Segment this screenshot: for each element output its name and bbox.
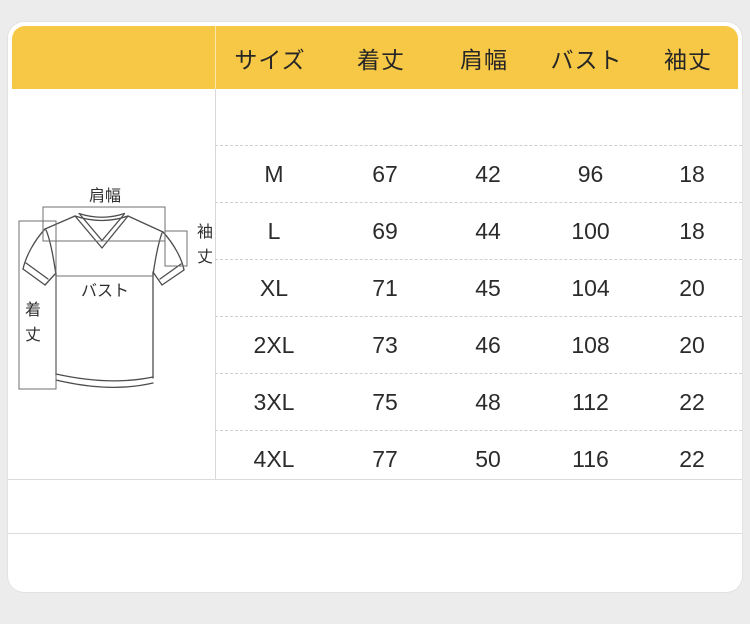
table-row: XL 71 45 104 20 <box>215 259 742 316</box>
cell-size: 3XL <box>253 388 295 415</box>
cell-body-length: 77 <box>372 445 398 472</box>
size-table-body: M 67 42 96 18 L 69 44 100 18 XL 71 45 10… <box>215 89 742 487</box>
sleeve-length-label: 袖丈 <box>194 223 211 273</box>
cell-size: 4XL <box>253 445 295 472</box>
cell-size: XL <box>259 274 289 301</box>
cell-sleeve-length: 22 <box>679 445 705 472</box>
cell-bust: 108 <box>571 331 610 358</box>
cell-sleeve-length: 18 <box>679 217 705 244</box>
cell-shoulder-width: 42 <box>475 160 501 187</box>
cell-shoulder-width: 46 <box>475 331 501 358</box>
header-column-divider <box>215 26 216 89</box>
cell-body-length: 75 <box>372 388 398 415</box>
table-bottom-line <box>8 479 742 480</box>
table-row: L 69 44 100 18 <box>215 202 742 259</box>
cell-body-length: 73 <box>372 331 398 358</box>
cell-bust: 100 <box>571 217 610 244</box>
cell-shoulder-width: 44 <box>475 217 501 244</box>
table-row: 4XL 77 50 116 22 <box>215 430 742 487</box>
cell-size: L <box>267 217 281 244</box>
cell-sleeve-length: 20 <box>679 331 705 358</box>
column-header-bust: バスト <box>550 46 623 73</box>
table-row: M 67 42 96 18 <box>215 145 742 202</box>
column-header-body-length: 着丈 <box>357 46 405 73</box>
cell-shoulder-width: 48 <box>475 388 501 415</box>
cell-body-length: 67 <box>372 160 398 187</box>
cell-bust: 104 <box>571 274 610 301</box>
empty-row <box>215 89 742 145</box>
tshirt-line-drawing-icon <box>18 206 188 390</box>
table-header-row: サイズ 着丈 肩幅 バスト 袖丈 <box>211 26 738 89</box>
cell-size: 2XL <box>253 331 295 358</box>
cell-shoulder-width: 45 <box>475 274 501 301</box>
cell-bust: 96 <box>577 160 604 187</box>
shoulder-width-label: 肩幅 <box>88 188 122 205</box>
column-divider-line <box>215 89 216 479</box>
bust-label: バスト <box>80 283 130 300</box>
table-header-bar <box>12 26 738 89</box>
table-row: 2XL 73 46 108 20 <box>215 316 742 373</box>
cell-body-length: 71 <box>372 274 398 301</box>
tshirt-measurement-diagram: 肩幅 バスト 着丈 袖丈 <box>8 89 215 479</box>
cell-sleeve-length: 20 <box>679 274 705 301</box>
body-length-label: 着丈 <box>22 301 39 351</box>
cell-sleeve-length: 18 <box>679 160 705 187</box>
footer-divider-line <box>8 533 742 534</box>
size-chart-card: サイズ 着丈 肩幅 バスト 袖丈 M 67 42 96 18 L 69 44 1… <box>8 22 742 592</box>
column-header-shoulder-width: 肩幅 <box>460 46 508 73</box>
cell-body-length: 69 <box>372 217 398 244</box>
cell-sleeve-length: 22 <box>679 388 705 415</box>
column-header-size: サイズ <box>234 46 306 73</box>
cell-shoulder-width: 50 <box>475 445 501 472</box>
cell-bust: 116 <box>572 445 609 472</box>
cell-bust: 112 <box>572 388 609 415</box>
cell-size: M <box>264 160 284 187</box>
column-header-sleeve-length: 袖丈 <box>664 46 712 73</box>
table-row: 3XL 75 48 112 22 <box>215 373 742 430</box>
